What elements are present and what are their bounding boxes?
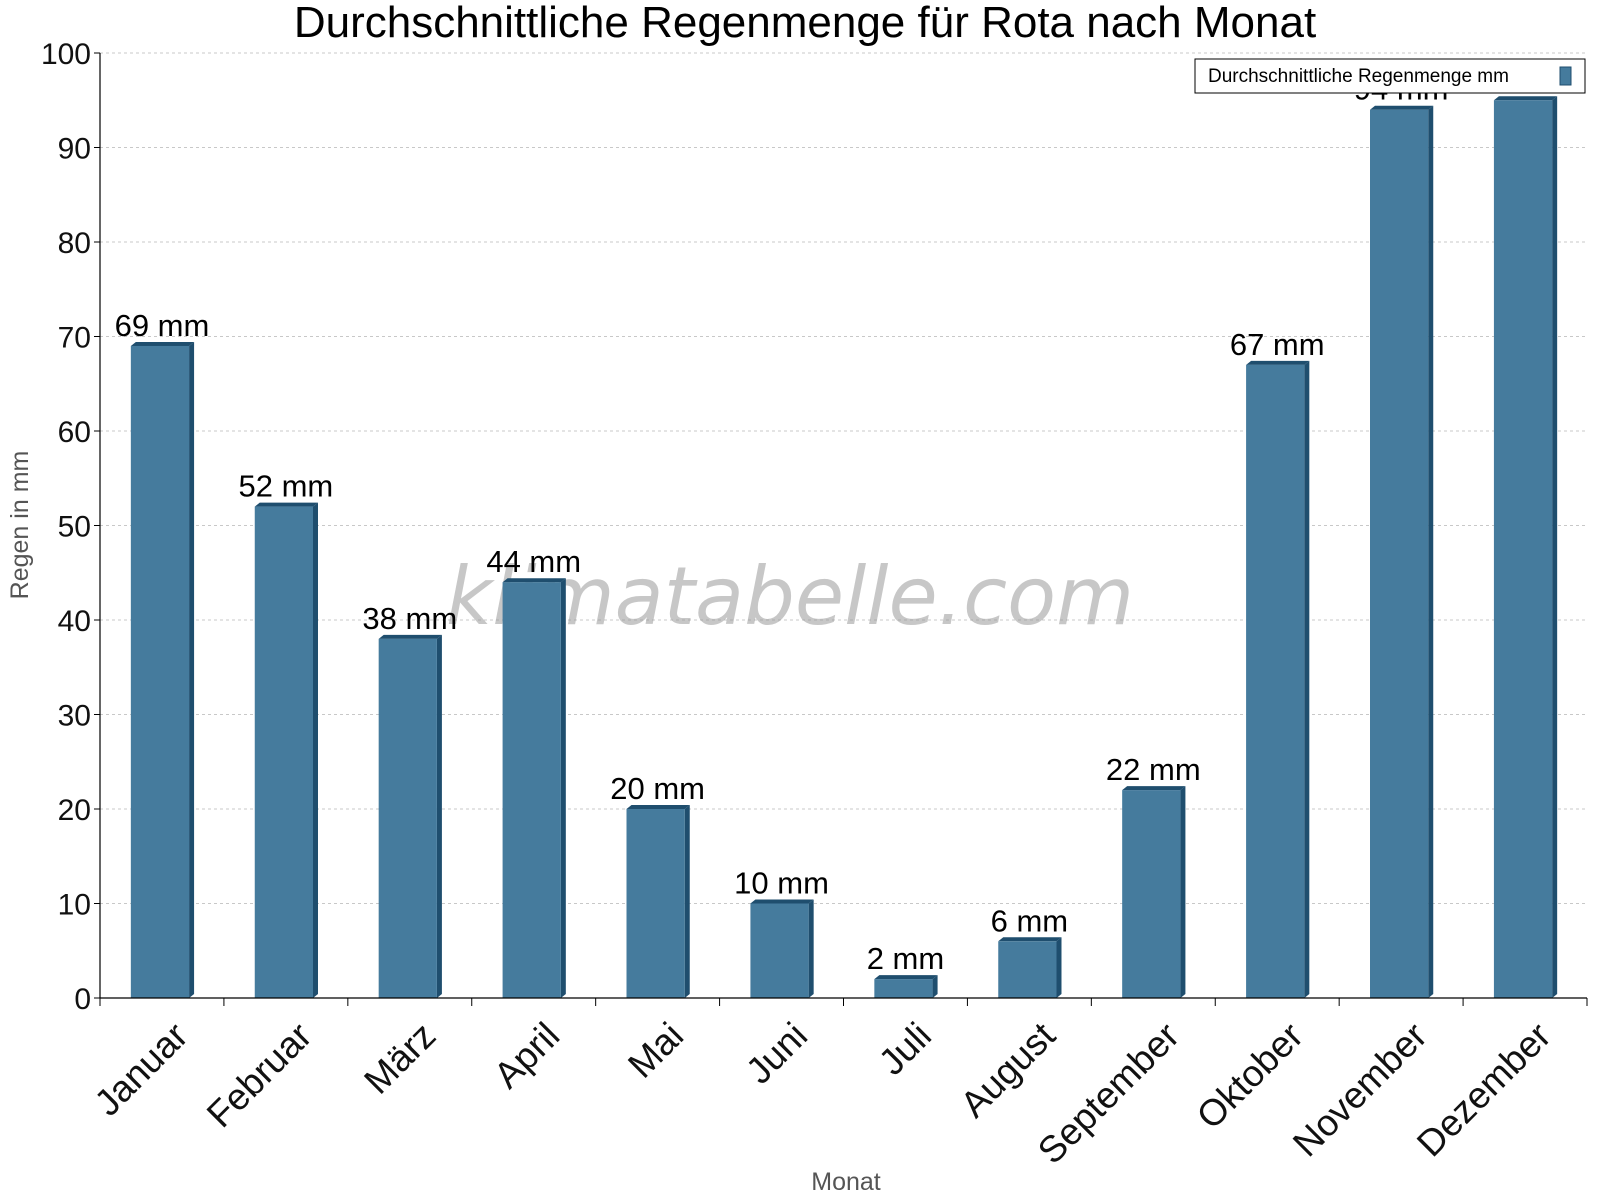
- data-label: 22 mm: [1106, 752, 1201, 787]
- bar-side: [560, 578, 566, 998]
- bar-top: [1370, 105, 1434, 110]
- x-tick-label: Januar: [87, 1015, 196, 1124]
- bar-side: [1180, 786, 1186, 998]
- bar-face: [998, 941, 1057, 998]
- bar-face: [502, 582, 561, 998]
- y-tick-label: 70: [58, 322, 91, 355]
- bar-dezember: [1493, 96, 1558, 998]
- data-label: 10 mm: [734, 866, 829, 901]
- x-tick-label: Februar: [199, 1015, 320, 1136]
- data-label: 44 mm: [486, 544, 581, 579]
- y-tick-label: 30: [58, 700, 91, 733]
- bar-side: [312, 502, 318, 998]
- bar-face: [1493, 100, 1553, 998]
- bar-side: [436, 634, 442, 998]
- bar-top: [1122, 786, 1186, 791]
- bar-face: [1370, 109, 1429, 998]
- x-tick-label: Juni: [738, 1015, 815, 1092]
- x-tick-label: Juli: [871, 1015, 939, 1083]
- y-tick-label: 80: [58, 227, 91, 260]
- y-tick-label: 40: [58, 605, 91, 638]
- grid-lines: [100, 52, 1587, 904]
- bar-januar: [130, 341, 195, 998]
- x-tick-label: Mai: [620, 1015, 691, 1086]
- legend-box: [1194, 58, 1586, 94]
- y-tick-label: 100: [41, 38, 91, 71]
- bar-side: [1304, 360, 1310, 999]
- axes: [94, 52, 1588, 1006]
- bar-side: [684, 805, 690, 998]
- y-tick-label: 90: [58, 133, 91, 166]
- bar-face: [626, 809, 685, 998]
- x-tick-label: Dezember: [1409, 1015, 1559, 1165]
- x-tick-label: August: [953, 1014, 1064, 1125]
- legend: Durchschnittliche Regenmenge mm: [1194, 58, 1586, 94]
- data-label: 52 mm: [239, 469, 334, 504]
- y-tick-labels: 0 10 20 30 40 50 60 70 80 90 100: [41, 38, 91, 1016]
- bar-top: [254, 502, 318, 507]
- data-label: 20 mm: [610, 771, 705, 806]
- bar-face: [378, 638, 437, 998]
- y-tick-label: 60: [58, 416, 91, 449]
- bar-side: [189, 341, 195, 998]
- y-axis-label: Regen in mm: [6, 451, 34, 600]
- data-label: 69 mm: [115, 308, 210, 343]
- bar-august: [998, 937, 1062, 998]
- bar-face: [750, 903, 809, 998]
- bar-side: [1428, 105, 1434, 998]
- bar-side: [932, 975, 938, 998]
- legend-label: Durchschnittliche Regenmenge mm: [1208, 66, 1509, 87]
- bar-oktober: [1246, 360, 1310, 999]
- bar-november: [1370, 105, 1434, 998]
- bar-juni: [750, 899, 814, 998]
- y-tick-label: 50: [58, 511, 91, 544]
- bar-face: [874, 979, 933, 998]
- bars: [130, 96, 1558, 999]
- bar-februar: [254, 502, 318, 998]
- data-label: 67 mm: [1230, 327, 1325, 362]
- bar-top: [1246, 360, 1310, 365]
- y-tick-label: 10: [58, 889, 91, 922]
- data-label: 2 mm: [867, 941, 945, 976]
- bar-top: [750, 899, 814, 904]
- bar-september: [1122, 786, 1186, 998]
- bar-märz: [378, 634, 442, 998]
- bar-face: [254, 506, 313, 998]
- bar-face: [1122, 790, 1181, 998]
- bar-mai: [626, 805, 690, 998]
- bar-top: [1493, 96, 1558, 101]
- bar-top: [130, 341, 195, 346]
- bar-side: [1552, 96, 1558, 998]
- x-tick-label: April: [486, 1015, 567, 1096]
- x-axis-label: Monat: [811, 1168, 881, 1196]
- data-label: 38 mm: [362, 601, 457, 636]
- y-tick-label: 0: [74, 983, 91, 1016]
- bar-top: [502, 578, 566, 583]
- bar-top: [874, 975, 938, 980]
- bar-top: [626, 805, 690, 809]
- bar-side: [808, 899, 814, 998]
- x-tick-label: Oktober: [1189, 1015, 1311, 1137]
- x-tick-label: November: [1285, 1015, 1435, 1165]
- bar-face: [1246, 364, 1305, 999]
- chart-title: Durchschnittliche Regenmenge für Rota na…: [294, 0, 1316, 47]
- x-tick-label: März: [356, 1015, 443, 1102]
- bar-top: [998, 937, 1062, 942]
- bar-top: [378, 634, 442, 639]
- data-label: 6 mm: [991, 903, 1069, 938]
- bar-side: [1056, 937, 1062, 998]
- legend-swatch: [1559, 66, 1572, 86]
- bar-juli: [874, 975, 938, 998]
- bar-april: [502, 578, 566, 998]
- y-tick-label: 20: [58, 794, 91, 827]
- bar-face: [130, 345, 190, 998]
- x-tick-labels: Januar Februar März April Mai Juni Juli AugustS…: [87, 1014, 1559, 1171]
